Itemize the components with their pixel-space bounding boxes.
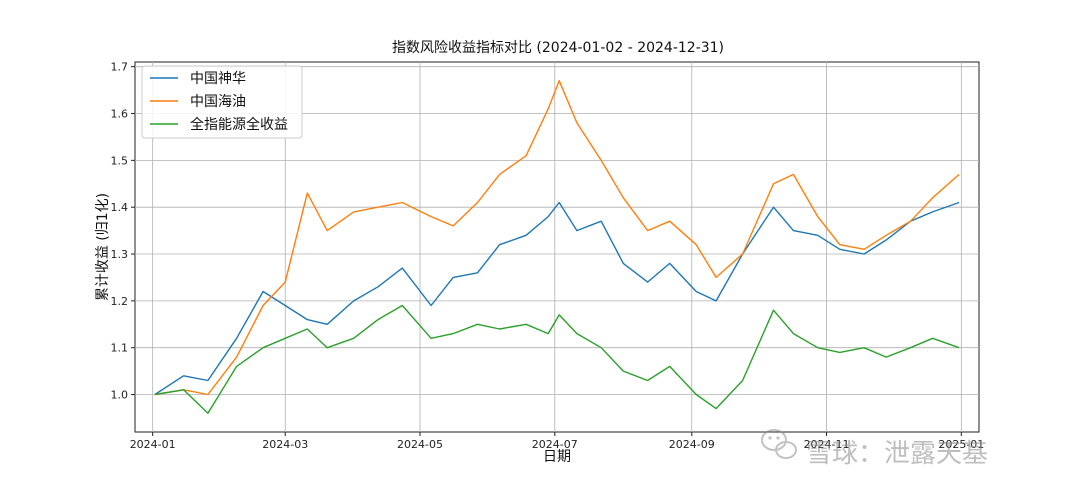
x-tick-label: 2024-07 — [532, 438, 578, 451]
x-tick-label: 2024-03 — [262, 438, 308, 451]
y-tick-label: 1.4 — [111, 201, 129, 214]
y-tick-label: 1.3 — [111, 248, 129, 261]
legend: 中国神华 中国海油 全指能源全收益 — [141, 65, 303, 139]
watermark-text: 雪球：泄露天基 — [806, 439, 988, 469]
series-line-1 — [154, 79, 960, 396]
y-tick-label: 1.5 — [111, 154, 129, 167]
wechat-logo-icon — [761, 429, 797, 459]
legend-box — [141, 65, 303, 139]
x-tick-label: 2024-09 — [669, 438, 715, 451]
chart-title: 指数风险收益指标对比 (2024-01-02 - 2024-12-31) — [392, 40, 724, 56]
y-tick-label: 1.6 — [111, 108, 129, 121]
series-line-2 — [154, 304, 960, 414]
x-tick-label: 2024-05 — [397, 438, 443, 451]
y-axis-title: 累计收益 (归1化) — [94, 193, 111, 301]
y-tick-label: 1.7 — [111, 61, 129, 74]
legend-label-0: 中国神华 — [190, 71, 246, 87]
y-axis-ticks: 1.0 1.1 1.2 1.3 1.4 1.5 1.6 1.7 — [111, 61, 135, 402]
legend-label-2: 全指能源全收益 — [190, 116, 288, 133]
y-tick-label: 1.0 — [111, 389, 129, 402]
series-lines — [154, 79, 960, 414]
series-line-0 — [154, 201, 960, 396]
x-tick-label: 2024-01 — [130, 438, 176, 451]
watermark: 雪球：泄露天基 — [761, 429, 988, 469]
x-tick-label: 2025-01 — [938, 438, 984, 451]
x-axis-title: 日期 — [543, 449, 571, 465]
y-tick-label: 1.2 — [111, 295, 129, 308]
x-axis-ticks: 2024-01 2024-03 2024-05 2024-07 2024-09 2024-… — [130, 432, 984, 451]
legend-label-1: 中国海油 — [190, 94, 246, 110]
x-tick-label: 2024-11 — [804, 438, 850, 451]
y-tick-label: 1.1 — [111, 342, 129, 355]
